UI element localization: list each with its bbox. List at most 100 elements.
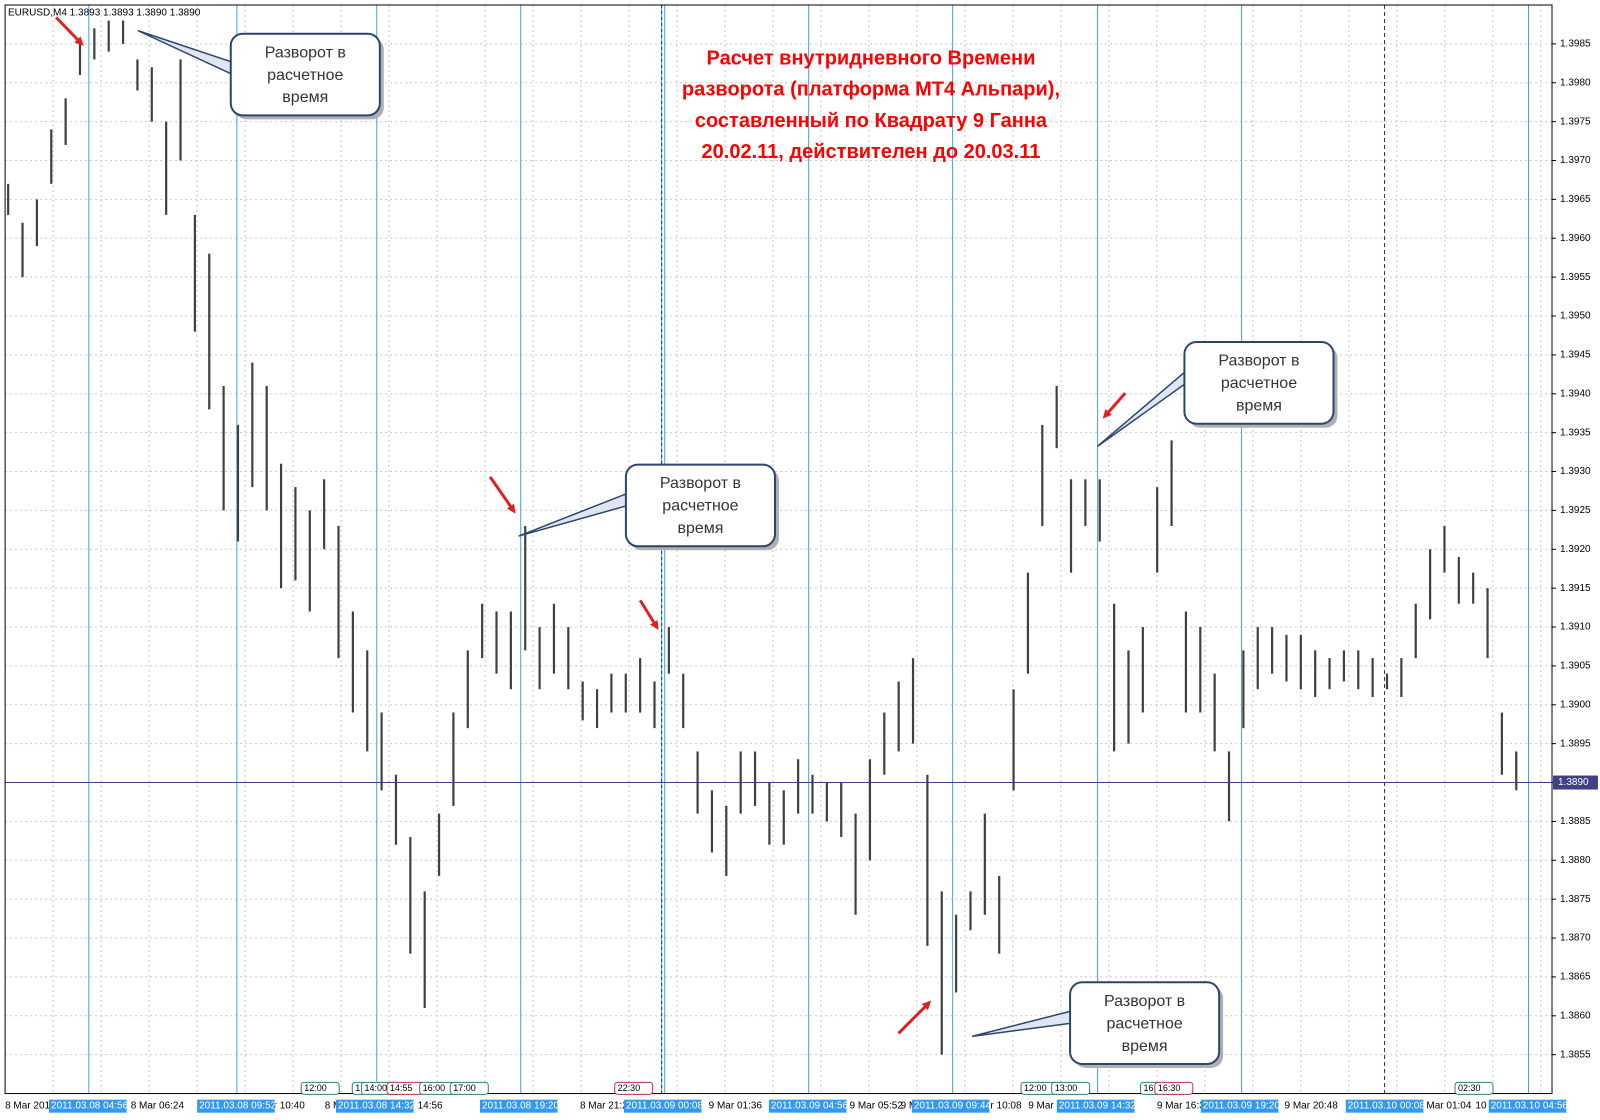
- callout-text: Разворот в: [660, 475, 741, 492]
- x-tick-label: 8 M: [325, 1100, 342, 1111]
- arrow-head: [74, 36, 84, 46]
- tag-label: 02:30: [1458, 1083, 1481, 1093]
- y-tick-label: 1.3915: [1560, 583, 1591, 594]
- callout-pointer: [971, 1009, 1073, 1038]
- x-tick-label: 9 Mar 05:52: [850, 1100, 904, 1111]
- x-tick-label: 9 Mar 16:3: [1157, 1100, 1205, 1111]
- y-tick-label: 1.3960: [1560, 233, 1591, 244]
- header: EURUSD,M4 1.3893 1.3893 1.3890 1.3890: [8, 8, 201, 19]
- y-tick-label: 1.3975: [1560, 116, 1591, 127]
- tag-label: 22:30: [618, 1083, 641, 1093]
- tag-label: 12:00: [304, 1083, 327, 1093]
- time-marker: 2011.03.08 19:20: [482, 1100, 560, 1111]
- time-marker: 2011.03.09 19:20: [1203, 1100, 1281, 1111]
- y-tick-label: 1.3855: [1560, 1049, 1591, 1060]
- x-tick-label: 8 Mar 21:2: [580, 1100, 628, 1111]
- y-tick-label: 1.3865: [1560, 972, 1591, 983]
- y-tick-label: 1.3980: [1560, 77, 1591, 88]
- y-tick-label: 1.3920: [1560, 544, 1591, 555]
- tag-box: [300, 1081, 340, 1095]
- chart-title: 20.02.11, действителен до 20.03.11: [702, 141, 1041, 163]
- x-tick-label: 9 M: [901, 1100, 918, 1111]
- time-marker-box: [479, 1099, 558, 1113]
- tag-box: [1454, 1081, 1494, 1095]
- y-tick-label: 1.3860: [1560, 1010, 1591, 1021]
- tag-label: 16: [1144, 1083, 1154, 1093]
- tag-label: 14:55: [390, 1083, 413, 1093]
- callout-text: время: [677, 520, 723, 537]
- callout-text: расчетное: [1106, 1015, 1182, 1032]
- time-marker-box: [1488, 1099, 1567, 1113]
- time-marker: 2011.03.09 00:08: [626, 1100, 704, 1111]
- callout-box: [1069, 981, 1221, 1065]
- time-marker-box: [768, 1099, 847, 1113]
- arrow: [55, 16, 81, 43]
- y-tick-label: 1.3940: [1560, 388, 1591, 399]
- price-label: 1.3890: [1558, 777, 1589, 788]
- time-marker-box: [1345, 1099, 1424, 1113]
- time-marker-box: [911, 1099, 990, 1113]
- y-tick-label: 1.3885: [1560, 816, 1591, 827]
- callout-text: расчетное: [267, 67, 343, 84]
- price-label-box: [1553, 775, 1598, 790]
- callout-text: время: [282, 89, 328, 106]
- x-tick-label: 10: [1475, 1100, 1487, 1111]
- arrow-head: [1102, 409, 1112, 419]
- arrow-head: [921, 1000, 932, 1011]
- callout-box: [1183, 341, 1335, 425]
- tag-label: 12:00: [1024, 1083, 1047, 1093]
- time-marker-box: [1056, 1099, 1135, 1113]
- y-tick-label: 1.3875: [1560, 894, 1591, 905]
- x-tick-label: r 14:56: [411, 1100, 443, 1111]
- y-tick-label: 1.3905: [1560, 661, 1591, 672]
- y-tick-label: 1.3930: [1560, 466, 1591, 477]
- callout-text: расчетное: [1221, 375, 1297, 392]
- tag-box: [449, 1081, 489, 1095]
- y-tick-label: 1.3950: [1560, 311, 1591, 322]
- tag-label: 1: [355, 1083, 360, 1093]
- x-tick-label: 9 Mar 20:48: [1284, 1100, 1338, 1111]
- chart-title: разворота (платформа МТ4 Альпари),: [682, 79, 1060, 101]
- y-tick-label: 1.3965: [1560, 194, 1591, 205]
- arrow: [897, 1003, 929, 1035]
- time-marker: 2011.03.08 09:52: [199, 1100, 277, 1111]
- time-marker: 2011.03.10 04:56: [1491, 1100, 1569, 1111]
- callout-box: [624, 463, 776, 548]
- y-tick-label: 1.3895: [1560, 738, 1591, 749]
- tag-box: [1051, 1081, 1091, 1095]
- callout-text: Разворот в: [1218, 353, 1299, 370]
- time-marker: 2011.03.08 04:56: [51, 1100, 129, 1111]
- callout-pointer: [518, 492, 629, 537]
- tag-label: 14:00: [364, 1083, 387, 1093]
- time-marker-box: [623, 1099, 702, 1113]
- time-marker-box: [197, 1099, 275, 1113]
- callout-box: [229, 32, 381, 117]
- callout-text: Разворот в: [265, 44, 346, 61]
- time-marker-box: [1200, 1099, 1279, 1113]
- time-marker: 2011.03.09 14:32: [1059, 1100, 1137, 1111]
- y-tick-label: 1.3945: [1560, 350, 1591, 361]
- arrow: [488, 475, 514, 510]
- tag-label: 13:00: [1055, 1083, 1078, 1093]
- x-tick-label: 8 Mar 2011: [5, 1100, 55, 1111]
- tag-box: [614, 1081, 654, 1095]
- tag-box: [1154, 1081, 1194, 1095]
- time-marker: 2011.03.09 09:44: [914, 1100, 992, 1111]
- tag-label: 16:30: [1158, 1083, 1181, 1093]
- x-tick-label: 9 Mar: [1028, 1100, 1054, 1111]
- arrow: [638, 599, 657, 626]
- callout-text: время: [1122, 1038, 1168, 1055]
- x-tick-label: Mar 01:04: [1426, 1100, 1471, 1111]
- arrow: [1105, 392, 1127, 416]
- x-tick-label: r 10:40: [274, 1100, 306, 1111]
- plot-frame: [4, 4, 1553, 1095]
- y-tick-label: 1.3880: [1560, 855, 1591, 866]
- x-tick-label: 8 Mar 06:24: [131, 1100, 185, 1111]
- time-marker: 2011.03.08 14:32: [338, 1100, 416, 1111]
- y-tick-label: 1.3970: [1560, 155, 1591, 166]
- chart-title: Расчет внутридневного Времени: [707, 48, 1036, 70]
- arrow-head: [650, 620, 659, 630]
- time-marker-box: [49, 1099, 127, 1113]
